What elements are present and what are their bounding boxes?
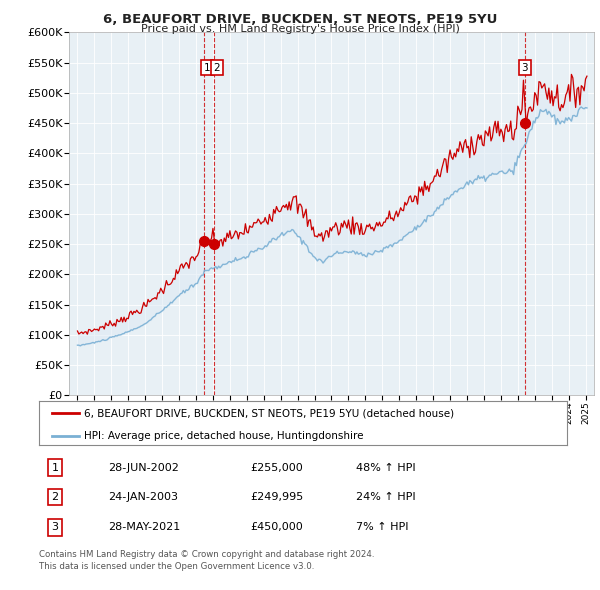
Text: 3: 3 xyxy=(521,63,528,73)
Text: 28-MAY-2021: 28-MAY-2021 xyxy=(107,522,180,532)
Text: 24-JAN-2003: 24-JAN-2003 xyxy=(107,492,178,502)
Text: 6, BEAUFORT DRIVE, BUCKDEN, ST NEOTS, PE19 5YU (detached house): 6, BEAUFORT DRIVE, BUCKDEN, ST NEOTS, PE… xyxy=(84,408,454,418)
Text: 6, BEAUFORT DRIVE, BUCKDEN, ST NEOTS, PE19 5YU: 6, BEAUFORT DRIVE, BUCKDEN, ST NEOTS, PE… xyxy=(103,13,497,26)
Text: 2: 2 xyxy=(51,492,58,502)
Text: 48% ↑ HPI: 48% ↑ HPI xyxy=(356,463,415,473)
Text: Price paid vs. HM Land Registry's House Price Index (HPI): Price paid vs. HM Land Registry's House … xyxy=(140,24,460,34)
Text: This data is licensed under the Open Government Licence v3.0.: This data is licensed under the Open Gov… xyxy=(39,562,314,571)
Text: 2: 2 xyxy=(214,63,220,73)
Text: £255,000: £255,000 xyxy=(250,463,303,473)
Text: 1: 1 xyxy=(52,463,58,473)
Text: HPI: Average price, detached house, Huntingdonshire: HPI: Average price, detached house, Hunt… xyxy=(84,431,364,441)
Text: Contains HM Land Registry data © Crown copyright and database right 2024.: Contains HM Land Registry data © Crown c… xyxy=(39,550,374,559)
Text: 7% ↑ HPI: 7% ↑ HPI xyxy=(356,522,409,532)
Text: £249,995: £249,995 xyxy=(250,492,304,502)
Text: 28-JUN-2002: 28-JUN-2002 xyxy=(107,463,179,473)
Text: 24% ↑ HPI: 24% ↑ HPI xyxy=(356,492,415,502)
Text: £450,000: £450,000 xyxy=(250,522,303,532)
Text: 3: 3 xyxy=(52,522,58,532)
Text: 1: 1 xyxy=(204,63,211,73)
